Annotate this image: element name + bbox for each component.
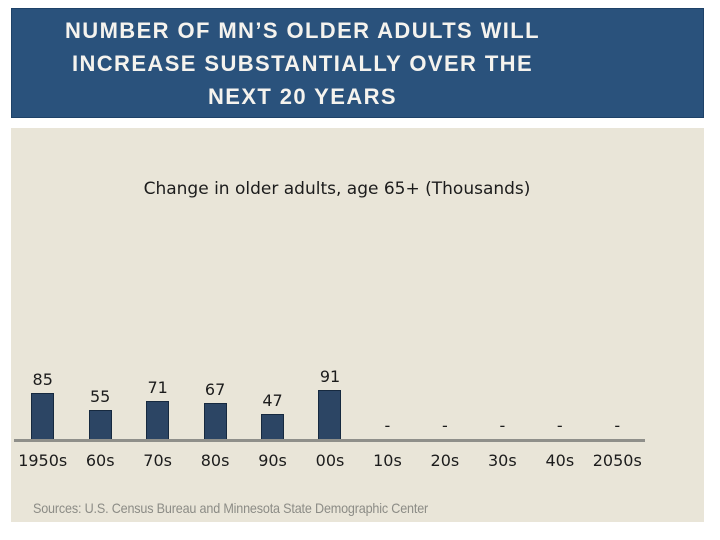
x-axis-label: 60s <box>85 451 115 470</box>
x-axis-label: 80s <box>200 451 230 470</box>
bar-column: 47 <box>244 358 301 441</box>
bar-value-label: 85 <box>32 370 53 389</box>
x-axis-labels: 1950s 60s 70s 80s 90s 00s 10s 20s 30s 40s 2050s <box>14 451 646 470</box>
x-axis-label: 40s <box>545 451 575 470</box>
x-axis-label: 2050s <box>592 451 642 470</box>
slide-title-bar: NUMBER OF MN’S OLDER ADULTS WILL INCREAS… <box>11 8 704 118</box>
bar <box>318 390 342 441</box>
bar <box>31 393 55 441</box>
zero-dash-label: - <box>384 416 391 435</box>
bar <box>88 410 112 441</box>
bar <box>203 403 227 441</box>
bar-value-label: 47 <box>262 391 283 410</box>
bar-column: - <box>589 358 646 441</box>
bar-column: - <box>416 358 473 441</box>
zero-dash-label: - <box>556 416 563 435</box>
zero-dash-label: - <box>614 416 621 435</box>
bar-value-label: 67 <box>204 380 226 399</box>
bar <box>261 414 285 441</box>
source-note: Sources: U.S. Census Bureau and Minnesot… <box>33 500 429 516</box>
bar-column: - <box>474 358 531 441</box>
bar-column: 91 <box>301 358 358 441</box>
bar-value-label: 71 <box>147 378 168 397</box>
x-axis-label: 70s <box>143 451 172 470</box>
bar-column: - <box>531 358 588 441</box>
chart-title: Change in older adults, age 65+ (Thousan… <box>143 179 531 199</box>
x-axis-line <box>14 439 645 442</box>
x-axis-label: 1950s <box>18 451 68 470</box>
slide-title: NUMBER OF MN’S OLDER ADULTS WILL INCREAS… <box>65 17 540 109</box>
x-axis-label: 00s <box>315 451 345 470</box>
bar-column: 85 <box>14 358 71 441</box>
x-axis-label: 20s <box>430 451 460 470</box>
bar-value-label: 91 <box>319 367 341 386</box>
x-axis-label: 90s <box>258 451 287 470</box>
bar-column: 55 <box>71 358 128 441</box>
bar-column: - <box>359 358 416 441</box>
x-axis-label: 30s <box>488 451 517 470</box>
bar-value-label: 55 <box>90 387 111 406</box>
zero-dash-label: - <box>442 416 448 435</box>
bar-column: 71 <box>129 358 186 441</box>
x-axis-label: 10s <box>373 451 402 470</box>
plot-area: 85 55 71 67 47 91 - - - - - <box>14 358 646 441</box>
chart-panel <box>11 128 704 522</box>
bar-column: 67 <box>186 358 243 441</box>
bar <box>146 401 170 441</box>
zero-dash-label: - <box>499 416 506 435</box>
